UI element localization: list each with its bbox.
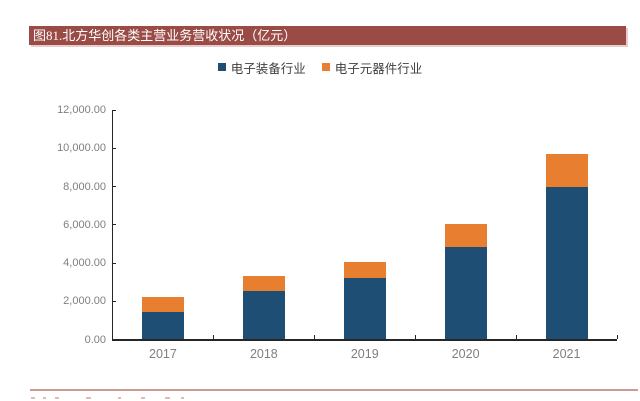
bar-segment-series0-2019 <box>343 278 386 340</box>
y-axis-tick <box>113 262 116 264</box>
x-axis-tick <box>313 335 315 339</box>
x-axis-tick <box>515 335 517 339</box>
bar-segment-series0-2020 <box>444 246 487 340</box>
cropped-text-remnant <box>43 397 46 399</box>
figure-title-bar: 图81.北方华创各类主营业务营收状况（亿元） <box>29 26 626 45</box>
chart-legend: 电子装备行业 电子元器件行业 <box>0 58 640 77</box>
x-axis-line <box>112 338 617 341</box>
bar-segment-series1-2019 <box>343 261 386 279</box>
cropped-text-remnant <box>31 397 35 399</box>
bar-segment-series0-2018 <box>242 291 285 340</box>
cropped-text-remnant <box>118 397 121 399</box>
x-axis-tick <box>414 335 416 339</box>
bar-segment-series1-2018 <box>242 276 285 292</box>
legend-label-equipment: 电子装备行业 <box>230 61 306 76</box>
x-axis-category-label: 2020 <box>451 347 480 361</box>
legend-item-components: 电子元器件行业 <box>321 58 423 77</box>
y-axis-tick <box>113 109 116 111</box>
y-axis-tick-label: 4,000.00 <box>63 257 106 269</box>
cropped-text-remnant <box>86 397 91 399</box>
y-axis-tick-label: 0.00 <box>84 333 106 346</box>
cropped-text-remnant <box>181 397 184 399</box>
x-axis-category-label: 2018 <box>249 347 278 361</box>
cropped-text-remnant <box>141 397 145 399</box>
y-axis-tick <box>113 186 116 187</box>
cropped-text-remnant <box>55 397 59 399</box>
bar-segment-series1-2017 <box>141 297 184 313</box>
y-axis-tick-label: 6,000.00 <box>63 218 106 231</box>
bar-segment-series1-2021 <box>545 154 588 188</box>
y-axis-tick-label: 8,000.00 <box>63 180 106 193</box>
legend-label-components: 电子元器件行业 <box>334 61 423 76</box>
bar-segment-series0-2021 <box>545 187 588 340</box>
y-axis-tick <box>113 224 116 226</box>
x-axis-tick <box>212 335 214 339</box>
legend-swatch-blue-icon <box>217 63 226 71</box>
x-axis-category-label: 2017 <box>149 347 177 361</box>
y-axis-tick <box>113 147 116 149</box>
x-axis-category-label: 2019 <box>350 347 379 361</box>
cropped-text-remnant <box>165 397 170 399</box>
bar-segment-series1-2020 <box>444 224 487 247</box>
x-axis-tick <box>616 335 618 339</box>
legend-item-equipment: 电子装备行业 <box>217 58 306 77</box>
figure-title: 图81.北方华创各类主营业务营收状况（亿元） <box>33 28 297 43</box>
y-axis-tick-label: 10,000.00 <box>57 142 106 155</box>
x-axis-category-label: 2021 <box>552 347 581 361</box>
y-axis-line <box>112 110 113 340</box>
y-axis-tick <box>113 300 116 302</box>
y-axis-tick-label: 12,000.00 <box>57 104 106 116</box>
y-axis-tick-label: 2,000.00 <box>63 295 106 308</box>
bottom-divider-line <box>30 389 638 391</box>
bar-segment-series0-2017 <box>141 312 184 340</box>
legend-swatch-orange-icon <box>321 63 330 71</box>
